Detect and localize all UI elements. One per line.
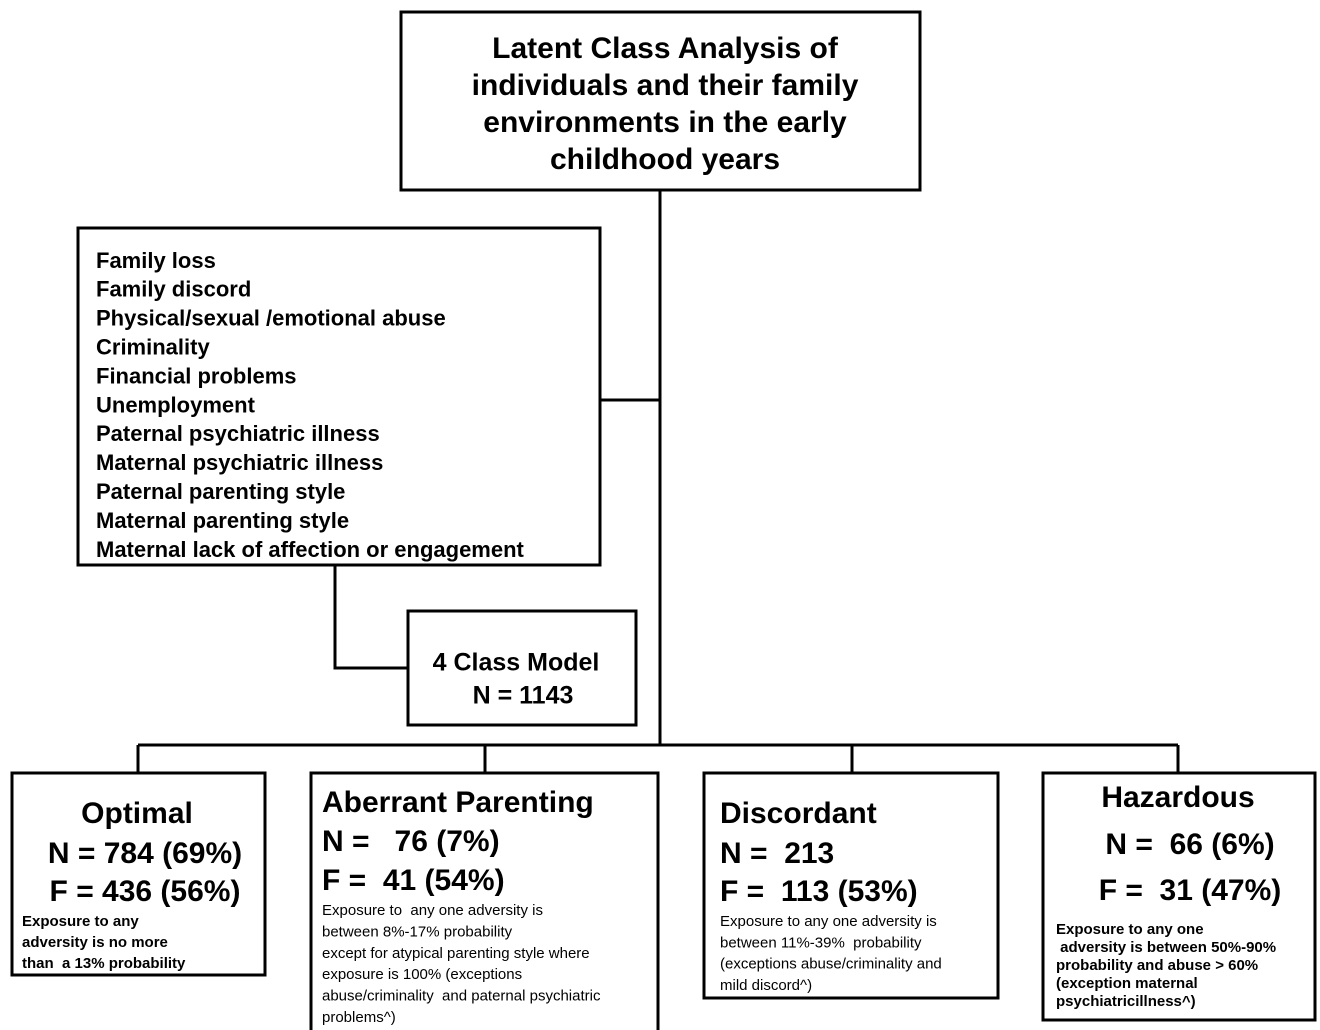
model-n: N = 1143 (473, 682, 574, 710)
class-description: Exposure to any (22, 913, 139, 930)
variable: Financial problems (96, 363, 297, 388)
class-n: N = 213 (720, 837, 834, 870)
class-box (10, 771, 267, 977)
title-box (399, 10, 922, 192)
class-name: Discordant (720, 797, 877, 830)
variable: Physical/sexual /emotional abuse (96, 306, 446, 331)
class-box (702, 771, 1000, 1000)
variable: Maternal psychiatric illness (96, 450, 383, 475)
variable: Paternal parenting style (96, 479, 345, 504)
class-f: F = 436 (56%) (50, 875, 241, 908)
model-box (406, 609, 638, 727)
class-description: adversity is between 50%-90% (1056, 939, 1276, 956)
class-f: F = 31 (47%) (1099, 874, 1282, 907)
title-line: Latent Class Analysis of (492, 32, 839, 65)
class-description: Exposure to any one adversity is (322, 902, 543, 919)
variable: Family discord (96, 277, 251, 302)
variable: Maternal lack of affection or engagement (96, 537, 525, 562)
class-description: problems^) (322, 1009, 396, 1026)
class-box (1041, 771, 1317, 1022)
class-description: (exceptions abuse/criminality and (720, 956, 942, 973)
class-description: probability and abuse > 60% (1056, 957, 1258, 974)
class-n: N = 784 (69%) (48, 837, 242, 870)
title-line: childhood years (550, 143, 780, 176)
variable: Maternal parenting style (96, 508, 349, 533)
class-f: F = 41 (54%) (322, 864, 505, 897)
class-name: Aberrant Parenting (322, 786, 594, 819)
title-line: individuals and their family (472, 69, 859, 102)
model-label: 4 Class Model (433, 649, 600, 677)
connector (333, 565, 408, 670)
class-n: N = 66 (6%) (1105, 828, 1274, 861)
class-description: abuse/criminality and paternal psychiatr… (322, 988, 601, 1005)
class-description: mild discord^) (720, 977, 812, 994)
variables-box (76, 226, 602, 567)
variable: Family loss (96, 248, 216, 273)
class-description: between 8%-17% probability (322, 923, 513, 940)
class-description: than a 13% probability (22, 955, 186, 972)
class-description: adversity is no more (22, 934, 168, 951)
class-description: Exposure to any one (1056, 921, 1204, 938)
title-line: environments in the early (483, 106, 847, 139)
variable: Paternal psychiatric illness (96, 421, 380, 446)
class-n: N = 76 (7%) (322, 825, 500, 858)
class-description: between 11%-39% probability (720, 934, 922, 951)
class-name: Hazardous (1101, 781, 1254, 814)
class-box (309, 771, 660, 1030)
class-name: Optimal (81, 797, 193, 830)
class-description: exposure is 100% (exceptions (322, 966, 522, 983)
class-description: (exception maternal (1056, 975, 1198, 992)
class-description: Exposure to any one adversity is (720, 913, 937, 930)
class-description: psychiatricillness^) (1056, 993, 1196, 1010)
variable: Criminality (96, 335, 210, 360)
variable: Unemployment (96, 392, 256, 417)
class-description: except for atypical parenting style wher… (322, 945, 590, 962)
class-f: F = 113 (53%) (720, 875, 918, 908)
